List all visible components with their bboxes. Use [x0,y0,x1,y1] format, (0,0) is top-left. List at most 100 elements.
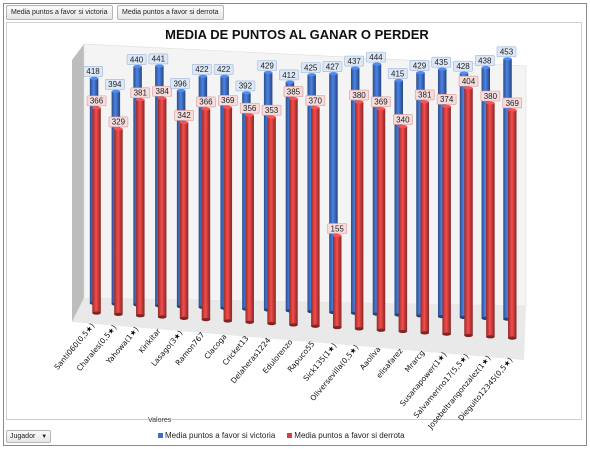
label-victoria-10: 412 [279,69,299,81]
label-victoria-1: 418 [83,66,103,77]
bar-top-victoria-2 [111,89,121,93]
label-victoria-3: 440 [126,54,147,65]
bar-top-derrota-17 [442,104,451,108]
data-label-value: 392 [239,82,253,91]
label-derrota-12: 155 [327,223,348,234]
bar-base-derrota-6 [201,318,211,322]
bar-top-victoria-14 [372,62,382,66]
data-label-box [387,68,408,79]
data-label-value: 381 [134,89,148,98]
bar-derrota-12 [332,235,342,328]
legend-item-derrota: Media puntos a favor si derrota [287,431,405,440]
label-victoria-18: 428 [453,60,473,72]
data-label-box [239,102,260,114]
bar-top-derrota-16 [420,100,429,104]
label-victoria-4: 441 [148,53,169,65]
data-label-box [436,94,457,105]
data-label-value: 356 [243,104,257,113]
bar-top-derrota-8 [245,113,254,117]
data-label-value: 369 [374,98,388,107]
bar-derrota-1 [92,107,101,314]
data-label-value: 394 [108,80,122,89]
data-label-value: 429 [413,61,427,70]
data-label-value: 453 [500,48,514,57]
data-label-value: 340 [396,115,410,124]
label-victoria-8: 392 [235,80,256,92]
label-derrota-1: 366 [86,95,107,107]
field-button-derrota[interactable]: Media puntos a favor si derrota [117,5,224,20]
bar-top-victoria-18 [459,71,469,75]
jugador-field-button[interactable]: Jugador ▼ [6,430,52,443]
data-label-value: 366 [199,98,213,107]
legend-swatch-victoria [158,433,163,438]
bar-top-derrota-10 [289,96,298,101]
data-label-box [86,95,107,107]
bar-base-derrota-17 [442,332,451,336]
data-label-value: 415 [391,69,405,78]
label-derrota-7: 369 [218,95,238,106]
bar-series [89,57,517,340]
bar-base-derrota-13 [354,327,364,331]
data-label-box [83,66,103,77]
bar-top-derrota-4 [157,96,167,100]
label-derrota-17: 374 [436,94,457,105]
data-label-box [344,55,365,67]
data-label-box [349,89,369,101]
bar-base-derrota-1 [92,311,101,315]
legend-label-victoria: Media puntos a favor si victoria [165,431,276,440]
data-label-value: 438 [478,56,492,65]
data-label-box [305,95,326,106]
label-derrota-20: 369 [502,97,523,109]
data-label-value: 444 [369,53,383,62]
label-victoria-15: 415 [387,68,408,79]
bar-top-victoria-17 [437,67,447,71]
bar-victoria-17 [437,69,447,317]
data-label-box [474,55,495,66]
bar-victoria-20 [503,58,512,320]
field-button-victoria[interactable]: Media puntos a favor si victoria [6,5,113,20]
data-label-value: 418 [86,67,100,76]
data-label-value: 369 [221,96,235,105]
label-derrota-3: 381 [130,87,151,99]
jugador-field-label: Jugador [10,433,36,440]
data-label-box [300,62,321,74]
bar-derrota-2 [114,128,123,315]
bar-derrota-9 [267,117,276,324]
bar-derrota-19 [486,103,495,337]
data-label-value: 422 [217,65,231,74]
data-label-box [170,78,190,89]
data-label-box [327,223,348,234]
legend-label-derrota: Media puntos a favor si derrota [294,431,405,440]
side-wall [72,44,84,322]
data-label-value: 380 [352,91,366,100]
bar-top-victoria-1 [89,76,99,80]
data-label-value: 396 [173,79,187,88]
data-label-value: 422 [195,65,209,74]
bar-derrota-17 [442,106,451,335]
dropdown-arrow-icon: ▼ [41,434,48,440]
label-victoria-14: 444 [366,51,386,63]
label-derrota-18: 404 [458,75,479,87]
data-label-box [283,86,304,97]
label-derrota-2: 329 [108,116,129,128]
label-derrota-5: 342 [174,110,194,121]
bar-top-derrota-3 [136,98,145,102]
chart-title: MEDIA DE PUNTOS AL GANAR O PERDER [165,27,429,42]
data-label-value: 329 [112,118,126,127]
bar-top-derrota-19 [486,101,495,105]
bar-top-victoria-3 [133,64,142,69]
data-label-value: 381 [418,91,432,100]
label-victoria-6: 422 [192,64,212,75]
bar-victoria-19 [481,67,491,319]
bar-derrota-5 [179,122,189,319]
bar-base-derrota-2 [114,312,123,316]
bar-derrota-3 [136,99,145,316]
data-label-box [148,53,169,65]
bar-top-victoria-9 [263,70,273,75]
bar-top-victoria-6 [198,74,208,78]
data-label-box [453,60,473,72]
bar-derrota-11 [311,107,320,327]
chart-walls [72,43,527,360]
bar-base-derrota-5 [179,316,189,320]
bar-base-derrota-18 [464,333,473,338]
